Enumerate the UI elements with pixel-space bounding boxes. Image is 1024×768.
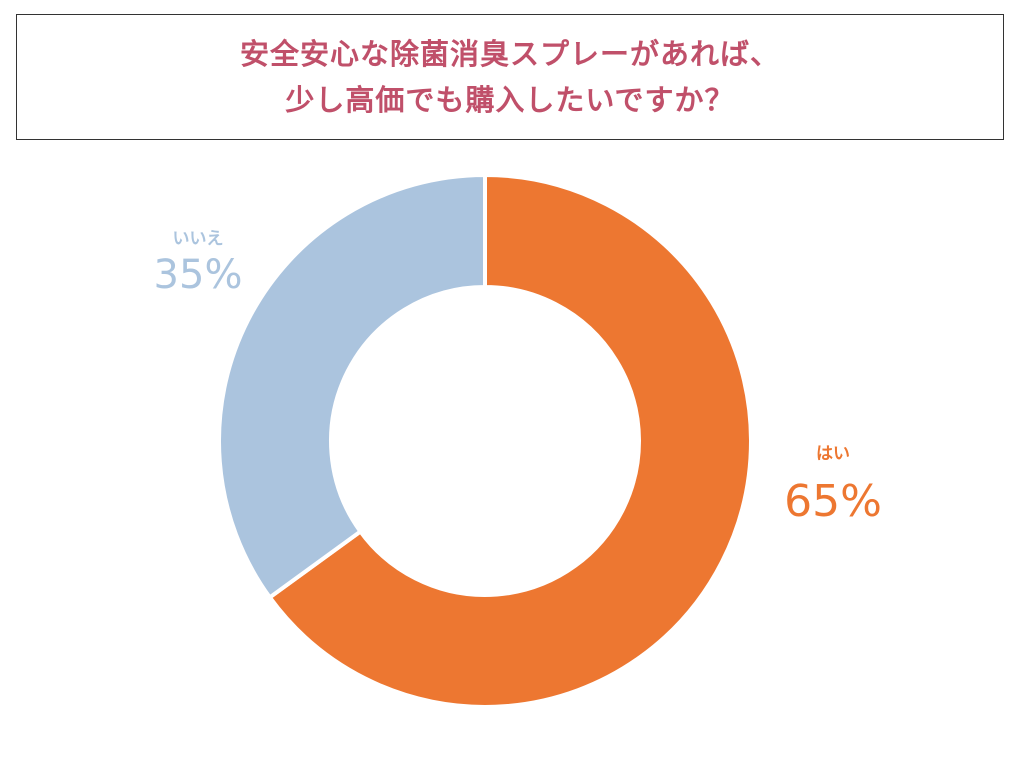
slice-no — [217, 172, 487, 601]
label-percent-yes: 65% — [784, 476, 882, 527]
slice-yes — [267, 172, 753, 709]
chart-title-line-1: 安全安心な除菌消臭スプレーがあれば、 — [239, 37, 780, 71]
label-percent-no: 35% — [154, 252, 243, 298]
label-category-no: いいえ — [173, 229, 224, 249]
label-category-yes: はい — [816, 444, 850, 464]
chart-title-line-2: 少し高価でも購入したいですか？ — [285, 83, 735, 117]
chart-title-box: 安全安心な除菌消臭スプレーがあれば、 少し高価でも購入したいですか？ — [16, 14, 1004, 140]
